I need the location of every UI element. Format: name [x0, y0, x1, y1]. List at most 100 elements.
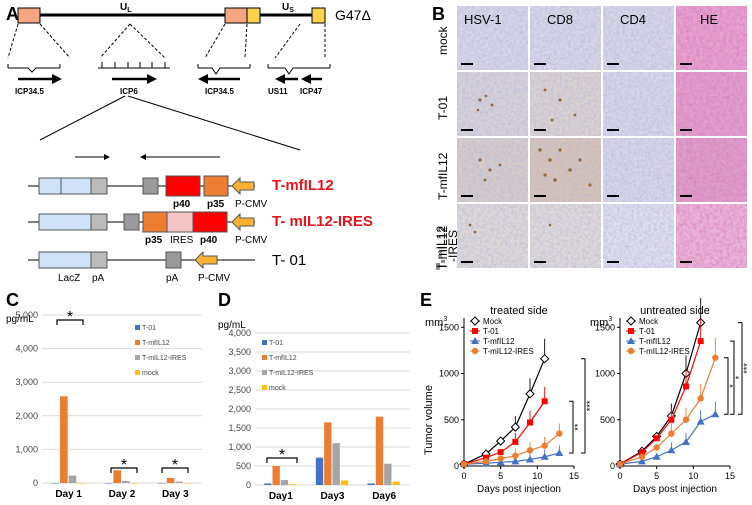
point: [668, 430, 675, 437]
x-tick-label: 15: [725, 471, 735, 481]
legend-swatch: [262, 370, 267, 375]
legend-swatch: [135, 325, 140, 330]
point: [525, 389, 535, 399]
point: [472, 328, 478, 334]
series-line: [463, 400, 546, 465]
legend-label: T-mfIL12: [639, 337, 671, 346]
sig-bracket: [110, 467, 138, 473]
bar: [166, 477, 175, 483]
construct-label-il12-ires: T- mIL12-IRES: [272, 213, 373, 230]
construct-label-t01: T- 01: [272, 252, 306, 269]
y-tick-label: 0: [246, 480, 251, 490]
svg-text:p35: p35: [145, 235, 163, 246]
point: [541, 442, 548, 449]
point: [482, 458, 490, 465]
panel-e-unit-left: mm3: [425, 316, 447, 329]
point: [460, 460, 468, 468]
y-tick-label: 1500: [595, 322, 615, 332]
point: [712, 354, 719, 361]
bar: [280, 480, 289, 485]
y-tick-label: 2,000: [228, 404, 251, 414]
genome-irl-box: [224, 7, 248, 24]
sig-bracket: [56, 319, 84, 325]
construct-t01: LacZ pA pA P-CMV: [28, 250, 255, 284]
sig-bracket: [730, 340, 735, 415]
bar: [104, 483, 113, 484]
y-tick-label: 4,000: [228, 328, 251, 338]
row-header: mock: [436, 25, 450, 55]
x-tick-label: Day 3: [162, 489, 189, 500]
sig-star: ***: [742, 363, 752, 374]
sig-star: *: [172, 457, 178, 474]
y-tick-label: 1,000: [15, 444, 38, 454]
lacz-box: [38, 177, 62, 195]
legend-label: Mock: [483, 317, 503, 326]
point: [638, 453, 646, 460]
construct-mfil12: p40 p35 P-CMV: [28, 175, 268, 210]
bar: [315, 457, 324, 485]
bar: [183, 483, 192, 484]
ul-label: UL: [120, 2, 132, 14]
construct-name: G47Δ: [335, 7, 371, 23]
y-tick-label: 3,000: [228, 366, 251, 376]
point: [556, 430, 563, 437]
y-tick-label: 2,500: [228, 385, 251, 395]
point: [512, 438, 519, 445]
point: [627, 337, 635, 344]
legend-swatch: [135, 370, 140, 375]
pcmv-arrow-icon: [231, 212, 255, 232]
chart-e-treated: 0 500 1000 1500 0 5 10 15 treated side Days post …: [439, 305, 595, 495]
sig-star: *: [279, 447, 285, 464]
x-tick-label: Day 2: [109, 489, 136, 500]
chart-title: untreated side: [640, 305, 710, 317]
panel-e-unit-right: mm3: [590, 316, 612, 329]
point: [697, 338, 704, 345]
y-tick-label: 3,000: [15, 377, 38, 387]
svg-text:p40: p40: [200, 235, 218, 246]
x-tick-label: 10: [532, 471, 542, 481]
point: [511, 457, 520, 465]
point: [667, 446, 676, 454]
expand-line-left: [39, 95, 126, 141]
legend-swatch: [262, 340, 267, 345]
sig-star: *: [67, 309, 73, 326]
bar: [264, 483, 272, 485]
svg-text:pA: pA: [92, 273, 105, 284]
point: [682, 437, 690, 445]
bar: [77, 483, 85, 484]
gene-labels: ICP34.5 ICP6 ICP34.5 US11 ICP47: [15, 87, 323, 96]
locus-maps: [7, 62, 331, 75]
chart-c: 0 1,000 2,000 3,000 4,000 5,000 Day 1 Day 2 Day …: [15, 309, 202, 500]
legend-label: T-01: [483, 327, 500, 336]
point: [653, 435, 660, 442]
chart-e-untreated: 0 500 1000 1500 0 5 10 15 untreated side Days pos…: [595, 298, 752, 495]
panel-b-letter: B: [432, 4, 445, 24]
y-tick-label: 0: [610, 461, 615, 471]
scale-bars: [461, 63, 692, 263]
point: [540, 452, 549, 460]
bar: [340, 480, 349, 485]
bar: [158, 483, 166, 484]
ihc-row-mock: [457, 6, 747, 70]
y-tick-label: 1,000: [228, 442, 251, 452]
gene-label: ICP6: [120, 87, 138, 96]
genome-trs-box: [311, 7, 326, 24]
legend-label: T-mfIL12: [142, 340, 170, 347]
series-line: [619, 340, 702, 465]
x-tick-label: 0: [617, 471, 622, 481]
y-tick-label: 2,000: [15, 411, 38, 421]
gene-arrows: [18, 74, 322, 84]
chart-d: 0 500 1,000 1,500 2,000 2,500 3,000 3,500 4,000 D…: [228, 328, 410, 502]
bar: [60, 396, 68, 483]
bar: [289, 484, 297, 485]
sig-bracket: [738, 322, 743, 415]
legend-label: mock: [142, 370, 159, 377]
legend-label: T-mIL12-IRES: [269, 370, 314, 377]
construct-label-mfil12: T-mfIL12: [272, 177, 334, 194]
point: [653, 444, 660, 451]
panel-d-unit: pg/mL: [218, 320, 246, 331]
point: [497, 449, 504, 456]
legend-label: T-mfIL12: [483, 337, 515, 346]
construct-il12-ires: p35 IRES p40 P-CMV: [28, 211, 268, 246]
svg-text:P-CMV: P-CMV: [198, 273, 231, 284]
